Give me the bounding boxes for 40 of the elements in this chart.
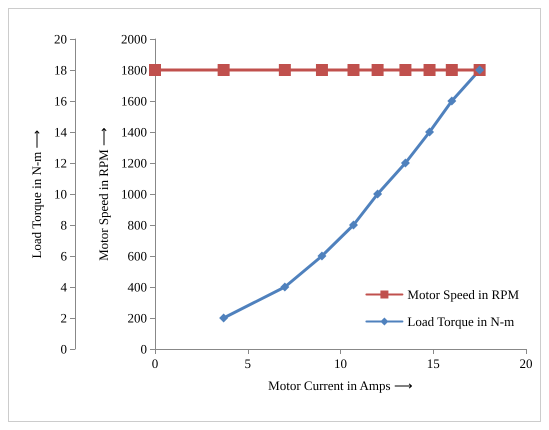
y2-tick-label: 20 xyxy=(54,32,67,46)
point xyxy=(219,314,228,322)
y-tick-label: 800 xyxy=(128,218,147,232)
y-tick-label: 400 xyxy=(128,280,147,294)
point xyxy=(317,252,326,260)
x-tick-label: 20 xyxy=(520,356,532,371)
y-tick-label: 200 xyxy=(128,310,147,326)
x-tick-label: 0 xyxy=(152,356,158,371)
y-axis-title: Motor Speed in RPM ⟶ xyxy=(96,127,112,261)
y2-tick-label: 12 xyxy=(54,156,67,170)
y2-axis-title: Load Torque in N-m ⟶ xyxy=(29,129,44,259)
x-tick-label: 10 xyxy=(334,356,347,371)
y-tick-label: 600 xyxy=(128,248,147,264)
point xyxy=(447,96,456,106)
point xyxy=(425,128,434,136)
x-axis-title: Motor Current in Amps ⟶ xyxy=(268,378,413,393)
y-tick-label: 1000 xyxy=(121,186,147,202)
y2-tick-label: 16 xyxy=(54,94,68,108)
y2-tick-label: 10 xyxy=(54,186,67,202)
y2-tick-label: 4 xyxy=(60,280,68,294)
legend-label: Motor Speed in RPM xyxy=(407,287,520,302)
y-tick-label: 1200 xyxy=(121,156,147,170)
x-tick-label: 5 xyxy=(244,356,251,371)
y2-tick-label: 8 xyxy=(60,218,67,232)
y2-tick-label: 6 xyxy=(60,248,68,264)
y-tick-label: 1800 xyxy=(121,62,147,78)
y-tick-label: 1600 xyxy=(121,94,147,108)
y2-tick-label: 14 xyxy=(54,124,68,140)
y-tick-label: 1400 xyxy=(121,124,147,140)
y-tick-label: 2000 xyxy=(121,32,147,46)
point xyxy=(348,220,358,230)
x-tick-label: 15 xyxy=(426,356,440,371)
point xyxy=(280,282,290,292)
point xyxy=(373,190,382,198)
y2-tick-label: 0 xyxy=(60,342,67,356)
y-tick-label: 0 xyxy=(140,342,147,356)
legend-label: Load Torque in N-m xyxy=(407,314,514,329)
y2-tick-label: 18 xyxy=(54,62,67,78)
y2-tick-label: 2 xyxy=(60,310,67,326)
point xyxy=(400,158,410,168)
